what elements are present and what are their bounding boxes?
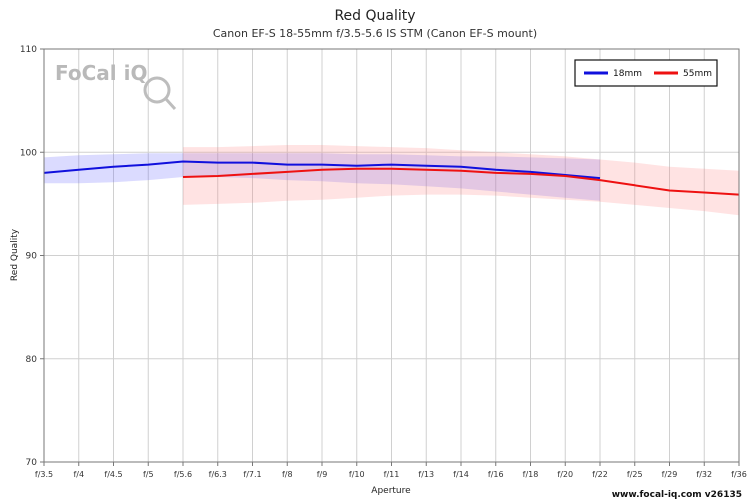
y-tick-label: 110 xyxy=(20,45,37,55)
series-line-18mm xyxy=(43,160,601,180)
confidence-bands xyxy=(44,145,739,216)
legend: 18mm 55mm xyxy=(574,59,718,87)
chart-title: Red Quality xyxy=(334,8,415,24)
x-tick-label: f/10 xyxy=(349,470,365,479)
y-tick-label: 70 xyxy=(26,458,38,468)
x-tick-label: f/22 xyxy=(592,470,608,479)
x-tick-label: f/6.3 xyxy=(209,470,227,479)
focal-iq-logo: FoCal iQ xyxy=(55,61,177,111)
x-tick-label: f/18 xyxy=(523,470,539,479)
x-tick-label: f/5 xyxy=(143,470,154,479)
y-axis: 70 80 90 100 110 xyxy=(20,45,44,468)
credit-text: www.focal-iq.com v26135 xyxy=(612,490,742,500)
x-tick-label: f/5.6 xyxy=(174,470,192,479)
x-tick-label: f/13 xyxy=(418,470,434,479)
legend-label-18mm: 18mm xyxy=(613,69,642,79)
x-tick-label: f/32 xyxy=(696,470,712,479)
x-tick-label: f/7.1 xyxy=(243,470,261,479)
x-tick-label: f/14 xyxy=(453,470,469,479)
x-tick-label: f/29 xyxy=(662,470,678,479)
band-55mm xyxy=(183,145,739,216)
band-18mm xyxy=(44,153,600,201)
logo-text: FoCal iQ xyxy=(55,61,147,85)
x-tick-label: f/36 xyxy=(731,470,747,479)
series-lines xyxy=(43,160,740,196)
series-line-55mm xyxy=(182,167,740,196)
y-tick-label: 80 xyxy=(26,355,38,365)
x-axis: f/3.5 f/4 f/4.5 f/5 f/5.6 f/6.3 f/7.1 f/8 f/9 f/1… xyxy=(35,462,747,479)
x-tick-label: f/4.5 xyxy=(104,470,122,479)
y-tick-label: 90 xyxy=(26,252,38,262)
legend-label-55mm: 55mm xyxy=(683,69,712,79)
x-axis-label: Aperture xyxy=(371,486,411,496)
x-tick-label: f/11 xyxy=(384,470,400,479)
y-tick-label: 100 xyxy=(20,148,37,158)
x-tick-label: f/3.5 xyxy=(35,470,53,479)
x-tick-label: f/16 xyxy=(488,470,504,479)
magnifier-handle-icon xyxy=(164,97,177,111)
x-tick-label: f/9 xyxy=(317,470,328,479)
magnifier-icon xyxy=(143,76,171,104)
y-axis-label: Red Quality xyxy=(10,228,20,281)
x-tick-label: f/8 xyxy=(282,470,293,479)
chart-subtitle: Canon EF-S 18-55mm f/3.5-5.6 IS STM (Can… xyxy=(213,27,537,40)
x-tick-label: f/25 xyxy=(627,470,643,479)
x-tick-label: f/20 xyxy=(557,470,573,479)
grid xyxy=(43,48,740,463)
x-tick-label: f/4 xyxy=(73,470,84,479)
plot-area: FoCal iQ xyxy=(43,48,740,463)
